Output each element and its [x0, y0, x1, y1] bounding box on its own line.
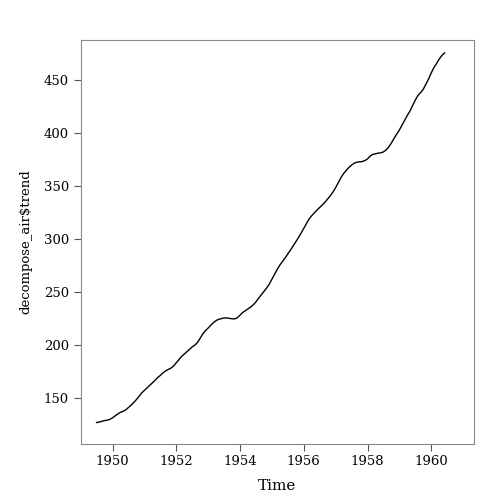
Y-axis label: decompose_air$trend: decompose_air$trend: [20, 169, 32, 314]
X-axis label: Time: Time: [258, 479, 296, 493]
